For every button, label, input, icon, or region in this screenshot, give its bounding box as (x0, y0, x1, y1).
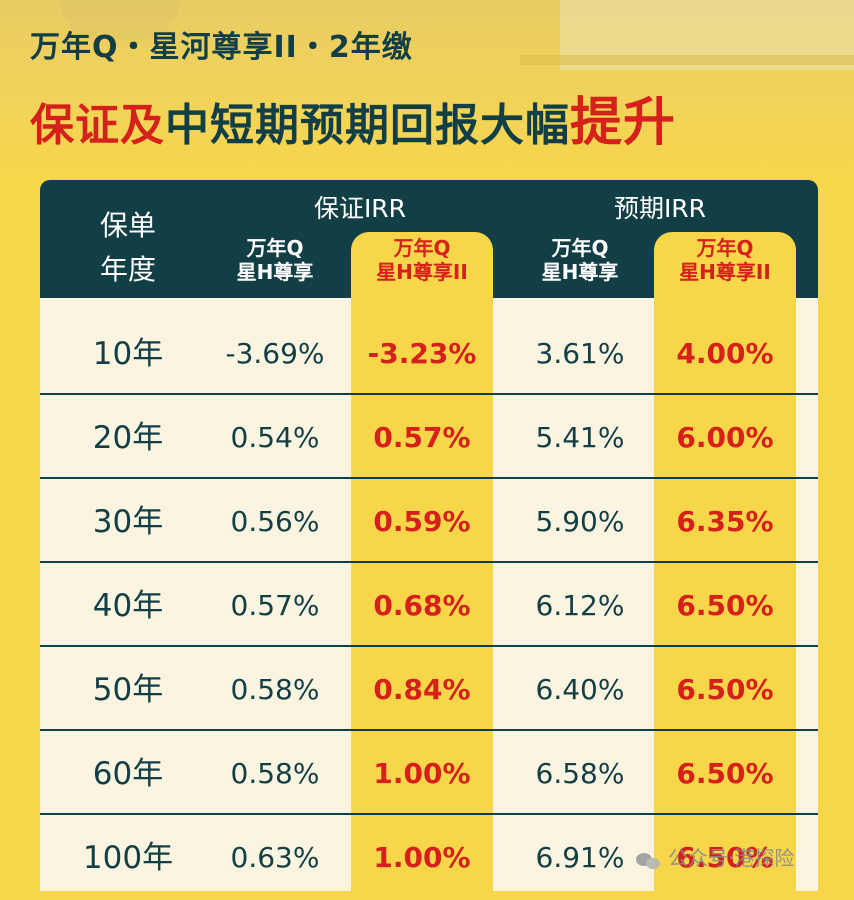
page-title: 保证及中短期预期回报大幅提升 (30, 80, 676, 155)
guaranteed-new-cell: 0.84% (373, 673, 471, 706)
expected-new-cell: 6.50% (676, 673, 774, 706)
header-line: 星H尊享 (236, 260, 314, 284)
expected-old-cell: 6.91% (535, 841, 625, 874)
row-divider (40, 813, 818, 815)
header-line: 万年Q (246, 236, 304, 260)
header-policy-year-line2: 年度 (99, 253, 156, 286)
guaranteed-old-cell: -3.69% (225, 337, 325, 370)
policy-year-cell: 20年 (92, 420, 164, 456)
header-expected-old-product: 万年Q 星H尊享 (505, 236, 655, 284)
policy-year-cell: 60年 (92, 756, 164, 792)
expected-old-cell: 5.41% (535, 421, 625, 454)
guaranteed-old-cell: 0.56% (230, 505, 320, 538)
background-decoration (60, 0, 180, 40)
header-expected-irr: 预期IRR (613, 194, 707, 223)
guaranteed-new-cell: 0.57% (373, 421, 471, 454)
background-decoration (520, 55, 854, 65)
header-line: 星H尊享 (541, 260, 619, 284)
header-guaranteed-old-product: 万年Q 星H尊享 (205, 236, 345, 284)
row-divider (40, 477, 818, 479)
header-line: 万年Q (696, 236, 754, 260)
row-divider (40, 729, 818, 731)
guaranteed-new-cell: 1.00% (373, 757, 471, 790)
expected-new-cell: 6.50% (676, 841, 774, 874)
expected-new-cell: 6.50% (676, 757, 774, 790)
header-line: 星H尊享II (679, 260, 771, 284)
guaranteed-old-cell: 0.58% (230, 673, 320, 706)
watermark-text: 公众号·港探险 (668, 846, 795, 870)
header-policy-year: 保单 年度 (68, 204, 188, 292)
policy-year-cell: 10年 (92, 336, 164, 372)
title-part-guaranteed: 保证及 (30, 100, 165, 151)
guaranteed-new-cell: -3.23% (367, 337, 477, 370)
header-expected-new-product: 万年Q 星H尊享II (654, 236, 796, 284)
table-row: 10年 -3.69% -3.23% 3.61% 4.00% (40, 312, 818, 396)
row-divider (40, 561, 818, 563)
guaranteed-old-cell: 0.58% (230, 757, 320, 790)
expected-new-cell: 6.50% (676, 589, 774, 622)
guaranteed-new-cell: 1.00% (373, 841, 471, 874)
table-row: 60年 0.58% 1.00% 6.58% 6.50% (40, 732, 818, 816)
guaranteed-old-cell: 0.54% (230, 421, 320, 454)
table-row: 100年 0.63% 1.00% 6.91% 6.50% (40, 816, 818, 900)
expected-new-cell: 4.00% (676, 337, 774, 370)
header-line: 星H尊享II (376, 260, 468, 284)
expected-old-cell: 5.90% (535, 505, 625, 538)
expected-new-cell: 6.00% (676, 421, 774, 454)
expected-new-cell: 6.35% (676, 505, 774, 538)
title-part-main: 中短期预期回报大幅 (165, 100, 570, 151)
header-line: 万年Q (393, 236, 451, 260)
title-part-emphasis: 提升 (570, 93, 677, 153)
policy-year-cell: 30年 (92, 504, 164, 540)
table-row: 20年 0.54% 0.57% 5.41% 6.00% (40, 396, 818, 480)
policy-year-cell: 40年 (92, 588, 164, 624)
row-divider (40, 645, 818, 647)
header-guaranteed-irr: 保证IRR (313, 194, 407, 223)
table-row: 40年 0.57% 0.68% 6.12% 6.50% (40, 564, 818, 648)
table-row: 30年 0.56% 0.59% 5.90% 6.35% (40, 480, 818, 564)
irr-comparison-table: 保单 年度 保证IRR 预期IRR 万年Q 星H尊享 万年Q 星H尊享II 万年… (40, 180, 818, 891)
policy-year-cell: 50年 (92, 672, 164, 708)
guaranteed-old-cell: 0.57% (230, 589, 320, 622)
guaranteed-new-cell: 0.59% (373, 505, 471, 538)
expected-old-cell: 6.12% (535, 589, 625, 622)
header-policy-year-line1: 保单 (99, 209, 156, 242)
expected-old-cell: 6.58% (535, 757, 625, 790)
expected-old-cell: 6.40% (535, 673, 625, 706)
row-divider (40, 393, 818, 395)
guaranteed-old-cell: 0.63% (230, 841, 320, 874)
policy-year-cell: 100年 (82, 840, 174, 876)
header-line: 万年Q (551, 236, 609, 260)
guaranteed-new-cell: 0.68% (373, 589, 471, 622)
table-row: 50年 0.58% 0.84% 6.40% 6.50% (40, 648, 818, 732)
watermark: 公众号·港探险 (636, 842, 794, 874)
expected-old-cell: 3.61% (535, 337, 625, 370)
wechat-icon (636, 849, 662, 871)
header-guaranteed-new-product: 万年Q 星H尊享II (351, 236, 493, 284)
page-subtitle: 万年Q・星河尊享II・2年缴 (30, 30, 413, 65)
